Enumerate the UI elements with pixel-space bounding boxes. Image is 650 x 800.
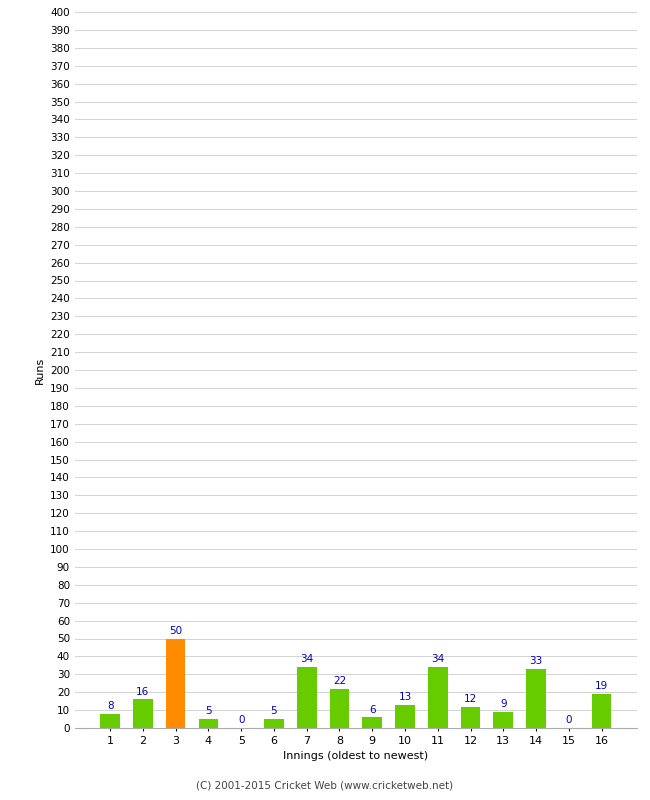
Bar	[297, 667, 317, 728]
Bar	[592, 694, 612, 728]
Text: 6: 6	[369, 705, 376, 714]
Text: 8: 8	[107, 701, 114, 711]
Text: 34: 34	[431, 654, 445, 665]
Text: 0: 0	[238, 715, 244, 726]
Bar	[166, 638, 185, 728]
Bar	[461, 706, 480, 728]
Bar	[264, 719, 284, 728]
Bar	[493, 712, 513, 728]
Text: 50: 50	[169, 626, 182, 636]
Text: 12: 12	[464, 694, 477, 704]
Text: 33: 33	[530, 656, 543, 666]
Text: 0: 0	[566, 715, 572, 726]
Bar	[199, 719, 218, 728]
Y-axis label: Runs: Runs	[34, 356, 45, 384]
Bar	[363, 718, 382, 728]
Text: 5: 5	[205, 706, 212, 716]
Bar	[100, 714, 120, 728]
Bar	[428, 667, 448, 728]
Bar	[330, 689, 349, 728]
Bar	[395, 705, 415, 728]
Text: 22: 22	[333, 676, 346, 686]
X-axis label: Innings (oldest to newest): Innings (oldest to newest)	[283, 751, 428, 761]
Text: 16: 16	[136, 686, 150, 697]
Text: 5: 5	[270, 706, 278, 716]
Bar	[133, 699, 153, 728]
Text: 19: 19	[595, 682, 608, 691]
Bar	[526, 669, 546, 728]
Text: 34: 34	[300, 654, 313, 665]
Text: (C) 2001-2015 Cricket Web (www.cricketweb.net): (C) 2001-2015 Cricket Web (www.cricketwe…	[196, 781, 454, 790]
Text: 9: 9	[500, 699, 506, 710]
Text: 13: 13	[398, 692, 411, 702]
